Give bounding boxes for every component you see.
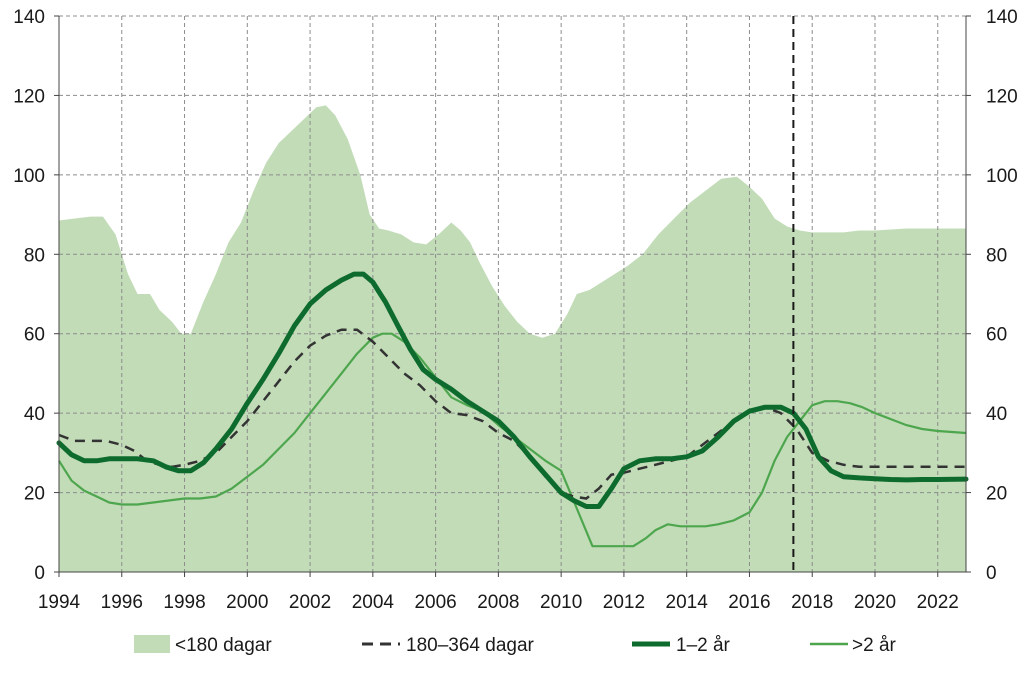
y-tick-left-100: 100 — [13, 166, 45, 187]
x-tick-2018: 2018 — [791, 592, 833, 613]
legend-label-thin: >2 år — [852, 635, 897, 656]
x-tick-2022: 2022 — [917, 592, 959, 613]
y-tick-left-140: 140 — [13, 7, 45, 28]
x-tick-2016: 2016 — [728, 592, 770, 613]
x-tick-2020: 2020 — [854, 592, 896, 613]
legend: <180 dagar 180–364 dagar 1–2 år >2 år — [134, 635, 897, 656]
y-tick-right-0: 0 — [986, 563, 997, 584]
y-tick-left-120: 120 — [13, 86, 45, 107]
legend-item-area[interactable]: <180 dagar — [134, 635, 272, 656]
legend-item-thin[interactable]: >2 år — [810, 635, 897, 656]
series-line-dashed — [58, 328, 966, 500]
y-tick-right-20: 20 — [986, 484, 1007, 505]
legend-label-thick: 1–2 år — [676, 635, 731, 656]
area-under-180-dagar — [59, 105, 966, 573]
x-tick-2012: 2012 — [603, 592, 645, 613]
x-tick-1998: 1998 — [163, 592, 205, 613]
y-tick-left-0: 0 — [34, 563, 45, 584]
area-series-under-180 — [59, 105, 966, 573]
y-tick-left-80: 80 — [24, 245, 45, 266]
y-tick-right-40: 40 — [986, 404, 1007, 425]
y-tick-right-140: 140 — [986, 7, 1018, 28]
x-tick-2008: 2008 — [477, 592, 519, 613]
x-tick-2014: 2014 — [666, 592, 709, 613]
axes — [58, 16, 967, 573]
y-axis-right-ticks: 0 20 40 60 80 100 120 140 — [966, 7, 1018, 584]
x-tick-2002: 2002 — [289, 592, 331, 613]
y-tick-right-80: 80 — [986, 245, 1007, 266]
x-tick-2010: 2010 — [540, 592, 582, 613]
x-tick-2000: 2000 — [226, 592, 268, 613]
y-tick-left-60: 60 — [24, 325, 45, 346]
y-axis-left-ticks: 0 20 40 60 80 100 120 140 — [13, 7, 59, 584]
y-tick-left-20: 20 — [24, 484, 45, 505]
legend-item-thick[interactable]: 1–2 år — [632, 635, 731, 656]
legend-label-dashed: 180–364 dagar — [406, 635, 535, 656]
y-tick-left-40: 40 — [24, 404, 45, 425]
x-tick-2004: 2004 — [352, 592, 395, 613]
legend-label-area: <180 dagar — [175, 635, 272, 656]
legend-item-dashed[interactable]: 180–364 dagar — [362, 635, 535, 656]
y-tick-right-60: 60 — [986, 325, 1007, 346]
x-tick-1994: 1994 — [38, 592, 81, 613]
x-tick-1996: 1996 — [101, 592, 143, 613]
legend-swatch-area — [134, 635, 170, 653]
x-tick-2006: 2006 — [414, 592, 456, 613]
line-series — [56, 271, 969, 548]
series-line-thick — [56, 271, 969, 509]
y-tick-right-120: 120 — [986, 86, 1018, 107]
x-axis-ticks: 1994 1996 1998 2000 2002 2004 2006 2008 2010 2012… — [38, 572, 959, 613]
y-tick-right-100: 100 — [986, 166, 1018, 187]
